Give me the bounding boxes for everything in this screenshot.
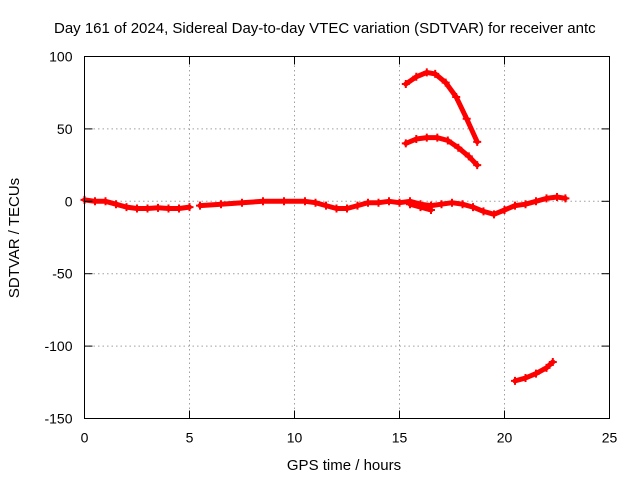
x-tick-label: 10 [287, 430, 303, 446]
data-point [454, 143, 463, 152]
data-point [238, 198, 246, 207]
data-point [511, 376, 519, 385]
x-tick-label: 5 [186, 430, 194, 446]
grid [84, 56, 610, 419]
data-point [561, 194, 570, 203]
data-point [469, 203, 477, 212]
data-point [500, 205, 509, 214]
y-tick-label: -150 [44, 411, 72, 427]
plot-frame [84, 56, 610, 419]
data-point [553, 192, 561, 201]
data-point [548, 358, 557, 367]
data-point [473, 161, 482, 170]
data-point [112, 200, 120, 209]
data-point [185, 203, 194, 212]
data-point [532, 197, 540, 206]
data-point [441, 78, 450, 87]
data-point [542, 363, 551, 372]
x-tick-label: 20 [497, 430, 513, 446]
data-point [458, 200, 467, 209]
data-point [452, 93, 461, 102]
data-point [412, 135, 421, 144]
data-point [122, 203, 131, 212]
data-point [259, 197, 267, 206]
data-point [431, 69, 440, 78]
data-point [462, 114, 471, 123]
series-arc-high [401, 68, 482, 146]
y-tick-label: 0 [65, 193, 73, 209]
data-point [532, 369, 540, 378]
data-point [143, 204, 152, 213]
x-tick-label: 25 [602, 430, 618, 446]
data-point [521, 200, 530, 209]
data-point [364, 198, 372, 207]
data-point [301, 197, 309, 206]
y-axis-label: SDTVAR / TECUs [6, 178, 23, 298]
series-arc-mid [401, 133, 482, 170]
series-arc-low [511, 358, 557, 385]
data-point [322, 201, 330, 210]
data-point [427, 205, 435, 214]
data-point [479, 207, 488, 216]
data-point [385, 197, 393, 206]
series-branch-low [406, 200, 435, 214]
data-point [464, 152, 473, 161]
data-point [412, 72, 421, 81]
series-baseline [80, 195, 194, 213]
data-point [101, 197, 110, 206]
data-point [154, 203, 162, 212]
data-point [374, 198, 383, 207]
data-point [311, 198, 320, 207]
data-point [343, 204, 351, 213]
data-point [437, 200, 446, 209]
y-tick-label: 100 [49, 49, 73, 65]
data-point [473, 137, 482, 146]
y-tick-label: -50 [52, 266, 72, 282]
series-layer [80, 68, 570, 385]
data-point [217, 200, 225, 209]
data-point [280, 197, 288, 206]
data-point [196, 201, 204, 210]
data-point [521, 373, 530, 382]
x-axis-label: GPS time / hours [287, 457, 401, 474]
data-point [490, 210, 498, 219]
data-point [416, 203, 425, 212]
data-point [448, 198, 456, 207]
ticks: -150 -100 -50 0 50 100 0 5 10 15 20 25 [44, 49, 617, 446]
data-point [332, 204, 341, 213]
x-tick-label: 15 [392, 430, 408, 446]
data-point [133, 204, 141, 213]
x-tick-label: 0 [81, 430, 89, 446]
chart-title: Day 161 of 2024, Sidereal Day-to-day VTE… [54, 20, 596, 37]
y-tick-label: 50 [57, 121, 73, 137]
data-point [164, 204, 173, 213]
data-point [175, 204, 183, 213]
data-point [422, 133, 431, 142]
data-point [353, 201, 362, 210]
data-point [401, 80, 410, 89]
data-point [395, 198, 404, 207]
data-point [433, 133, 442, 142]
data-point [401, 139, 410, 148]
data-point [422, 68, 431, 77]
y-tick-label: -100 [44, 338, 72, 354]
data-point [511, 201, 519, 210]
data-point [542, 194, 551, 203]
data-point [443, 136, 452, 145]
data-point [406, 200, 414, 209]
